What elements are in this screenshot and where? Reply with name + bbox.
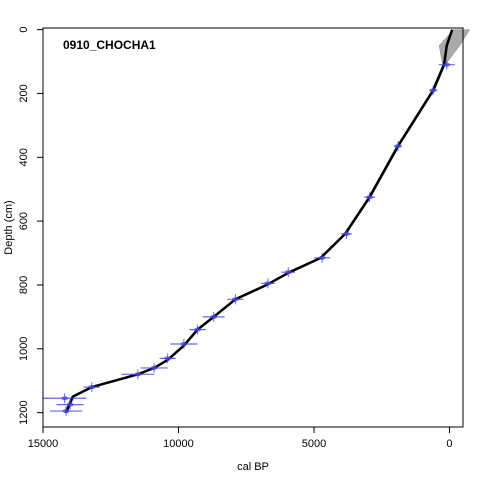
- dated-sample-8: [261, 278, 275, 289]
- y-tick-label-4: 600: [18, 212, 30, 230]
- dated-sample-16: [83, 382, 100, 393]
- dated-sample-11: [189, 324, 206, 335]
- dated-sample-10: [202, 311, 225, 322]
- x-axis: 15000 10000 5000 0: [28, 427, 453, 450]
- dated-sample-12: [170, 339, 198, 350]
- y-tick-label-2: 200: [18, 84, 30, 102]
- y-tick-label-5: 800: [18, 276, 30, 294]
- x-axis-label: cal BP: [237, 461, 269, 473]
- y-axis-label: Depth (cm): [3, 200, 15, 254]
- dated-sample-9: [227, 294, 244, 305]
- y-axis: 0 200 400 600 800 1000 1200: [18, 27, 43, 425]
- y-tick-label-1: 0: [18, 27, 30, 33]
- uncertainty-band-layer: [64, 29, 471, 413]
- plot-frame: [42, 27, 464, 428]
- model-line-layer: [64, 29, 454, 414]
- x-tick-label-4: 0: [446, 438, 452, 450]
- y-tick-label-6: 1000: [18, 337, 30, 361]
- x-tick-label-1: 15000: [28, 438, 59, 450]
- uncertainty-band: [64, 29, 471, 413]
- dated-sample-3: [393, 141, 403, 152]
- dated-sample-15: [121, 369, 155, 380]
- dated-sample-18: [56, 399, 84, 410]
- dated-sample-19: [49, 406, 83, 417]
- dated-sample-13: [159, 353, 176, 364]
- dated-sample-2: [429, 85, 438, 96]
- dated-sample-5: [341, 228, 352, 239]
- dated-sample-6: [313, 252, 331, 263]
- y-tick-label-7: 1200: [18, 400, 30, 424]
- y-tick-label-3: 400: [18, 148, 30, 166]
- dated-sample-7: [281, 267, 295, 278]
- dated-sample-4: [364, 192, 375, 203]
- dated-sample-14: [140, 362, 168, 373]
- age-depth-model-line: [64, 29, 454, 414]
- dated-samples-layer: [43, 59, 455, 417]
- x-tick-label-3: 5000: [302, 438, 326, 450]
- chart-title: 0910_CHOCHA1: [63, 38, 156, 52]
- dated-sample-17: [43, 393, 87, 404]
- x-tick-label-2: 10000: [163, 438, 194, 450]
- dated-sample-1: [438, 59, 455, 70]
